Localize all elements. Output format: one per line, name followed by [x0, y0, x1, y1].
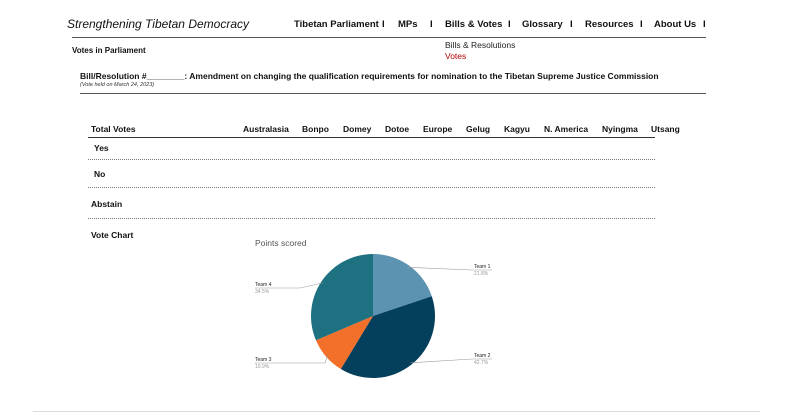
vote-held-note: (Vote held on March 24, 2023): [80, 82, 155, 88]
nav-separator: I: [430, 19, 433, 30]
col-n-america: N. America: [544, 124, 589, 134]
page-title: Votes in Parliament: [72, 46, 146, 55]
pie-leader-line: [255, 282, 324, 289]
col-kagyu: Kagyu: [504, 124, 530, 134]
footer-divider: [33, 411, 760, 412]
pie-slice-4: [311, 254, 373, 341]
col-dotoe: Dotoe: [385, 124, 410, 134]
pie-slice-3: [315, 316, 373, 369]
header-divider: [72, 37, 706, 38]
nav-mps[interactable]: MPs: [398, 19, 418, 30]
col-utsang: Utsang: [651, 124, 680, 134]
submenu-votes[interactable]: Votes: [445, 51, 467, 61]
nav-separator: I: [508, 19, 511, 30]
nav-bills-votes[interactable]: Bills & Votes: [445, 19, 503, 30]
nav-separator: I: [640, 19, 643, 30]
col-gelug: Gelug: [466, 124, 491, 134]
col-australasia: Australasia: [243, 124, 289, 134]
pie-leader-line: [255, 355, 328, 364]
pie-slice-2: [340, 296, 435, 379]
pie-slice-1: [373, 254, 432, 316]
col-domey: Domey: [343, 124, 372, 134]
col-nyingma: Nyingma: [602, 124, 638, 134]
chart-title: Points scored: [255, 238, 307, 248]
row-abstain: Abstain: [91, 199, 123, 209]
nav-separator: I: [570, 19, 573, 30]
pie-label-percent: 21.8%: [474, 271, 489, 277]
site-title[interactable]: Strengthening Tibetan Democracy: [67, 17, 249, 31]
pie-leader-line: [408, 266, 492, 271]
row-divider: [88, 218, 655, 219]
nav-glossary[interactable]: Glossary: [522, 19, 563, 30]
nav-separator: I: [382, 19, 385, 30]
pie-label: Team 3: [255, 357, 272, 363]
nav-about-us[interactable]: About Us: [654, 19, 697, 30]
row-no: No: [94, 169, 106, 179]
col-europe: Europe: [423, 124, 453, 134]
row-divider: [88, 159, 655, 160]
nav-resources[interactable]: Resources: [585, 19, 634, 30]
table-header-divider: [88, 137, 655, 138]
pie-label: Team 2: [474, 353, 491, 359]
nav-separator: I: [703, 19, 706, 30]
col-bonpo: Bonpo: [302, 124, 329, 134]
row-divider: [88, 187, 655, 188]
submenu-bills-resolutions[interactable]: Bills & Resolutions: [445, 40, 516, 50]
pie-label: Team 4: [255, 282, 272, 288]
row-yes: Yes: [94, 143, 109, 153]
bill-title: Bill/Resolution #________: Amendment on …: [80, 71, 659, 81]
pie-label: Team 1: [474, 264, 491, 270]
bill-divider: [80, 93, 706, 94]
col-total-votes: Total Votes: [91, 124, 136, 134]
pie-leader-line: [410, 358, 492, 364]
pie-label-percent: 10.9%: [255, 364, 270, 370]
nav-tibetan-parliament[interactable]: Tibetan Parliament: [294, 19, 379, 30]
pie-label-percent: 34.5%: [255, 289, 270, 295]
vote-chart-label: Vote Chart: [91, 230, 134, 240]
pie-label-percent: 42.7%: [474, 360, 489, 366]
